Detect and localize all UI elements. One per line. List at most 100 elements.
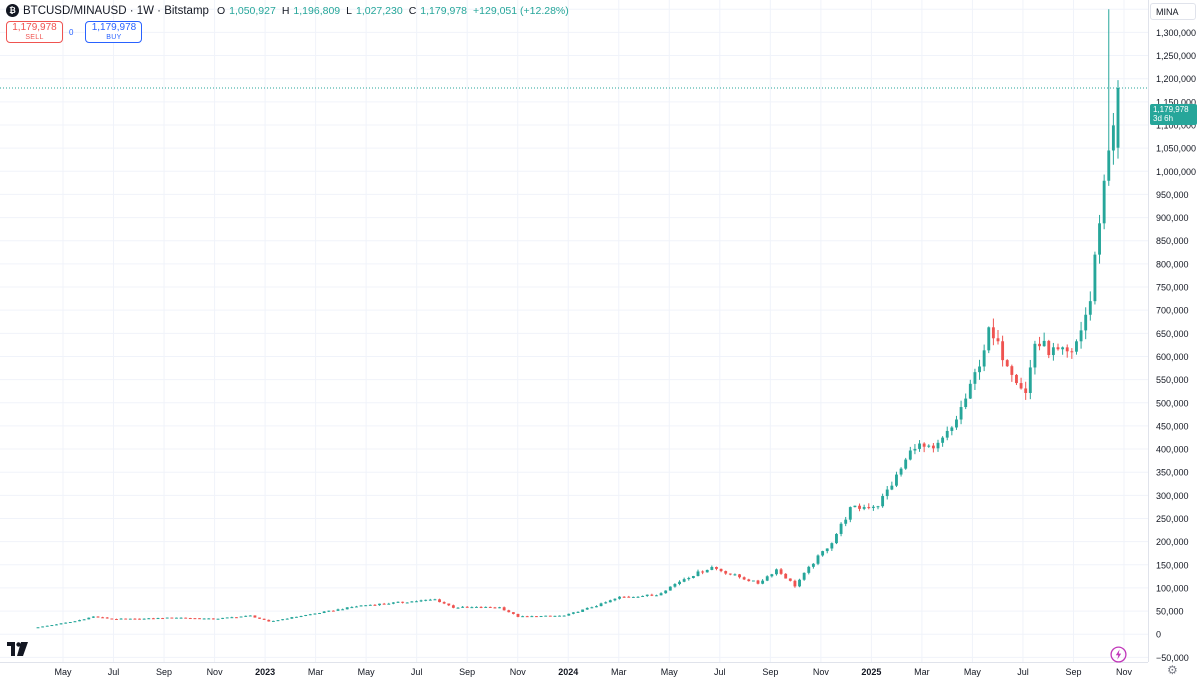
candle-body — [304, 614, 308, 617]
candle-body — [41, 626, 45, 628]
candle-body — [184, 617, 188, 619]
tradingview-logo-icon[interactable] — [7, 642, 29, 661]
time-tick-label: Nov — [813, 667, 830, 677]
candle-series — [36, 9, 1120, 629]
candle-body — [719, 568, 723, 572]
candle-body — [636, 596, 640, 598]
lightning-icon[interactable] — [1110, 646, 1127, 668]
chart-legend: ₿ BTCUSD/MINAUSD · 1W · Bitstamp O 1,050,… — [6, 4, 571, 17]
candle-body — [281, 619, 285, 621]
candle-body — [807, 566, 811, 573]
candle-body — [179, 617, 183, 619]
candle-body — [502, 607, 506, 611]
candle-body — [899, 468, 903, 475]
candle-body — [525, 616, 529, 618]
candle-body — [484, 606, 488, 608]
candle-body — [207, 618, 211, 620]
candle-body — [165, 617, 169, 619]
candle-body — [567, 613, 571, 616]
candle-body — [355, 606, 358, 608]
price-tick-label: 650,000 — [1156, 329, 1189, 339]
price-tick-label: 1,000,000 — [1156, 167, 1196, 177]
candle-body — [382, 603, 386, 605]
last-price-value: 1,179,978 — [1153, 105, 1189, 114]
candle-body — [770, 574, 774, 577]
candle-body — [221, 617, 225, 619]
candle-body — [788, 578, 792, 581]
price-tick-label: 300,000 — [1156, 491, 1189, 501]
sell-price: 1,179,978 — [12, 22, 57, 33]
time-tick-label: Nov — [510, 667, 527, 677]
candle-body — [1098, 223, 1101, 255]
candle-body — [705, 569, 709, 573]
price-tick-label: 0 — [1156, 630, 1161, 640]
candle-body — [1033, 343, 1037, 368]
price-tick-label: 900,000 — [1156, 213, 1189, 223]
candle-body — [230, 617, 234, 619]
candle-body — [124, 618, 128, 620]
candle-body — [544, 615, 548, 617]
price-tick-label: 450,000 — [1156, 421, 1189, 431]
candle-body — [558, 615, 561, 617]
price-tick-label: 850,000 — [1156, 236, 1189, 246]
candle-body — [631, 596, 635, 598]
candle-body — [290, 617, 294, 619]
candle-body — [50, 625, 54, 627]
candle-body — [779, 569, 783, 574]
candle-body — [1061, 347, 1065, 350]
candle-body — [239, 616, 243, 618]
candle-body — [991, 327, 995, 339]
time-axis[interactable]: May Jul Sep Nov 2023 Mar May Jul Sep Nov 2024 Mar Ma… — [0, 662, 1148, 678]
candle-body — [627, 596, 631, 598]
candle-body — [235, 617, 238, 619]
candle-body — [507, 610, 511, 613]
candle-body — [996, 338, 1000, 342]
bar-countdown: 3d 6h — [1153, 114, 1174, 123]
sell-button[interactable]: 1,179,978 SELL — [6, 21, 63, 43]
candle-body — [87, 617, 91, 620]
candle-body — [982, 350, 986, 367]
time-tick-label: Mar — [308, 667, 324, 677]
candle-body — [378, 603, 381, 606]
candle-body — [1051, 347, 1055, 356]
price-tick-label: 750,000 — [1156, 283, 1189, 293]
candle-body — [511, 612, 515, 614]
candle-body — [622, 596, 626, 598]
candle-body — [341, 609, 345, 611]
candle-body — [424, 599, 428, 601]
price-axis[interactable]: −50,000 0 50,000 100,000 150,000 200,000 250,0… — [1148, 0, 1197, 663]
candle-body — [318, 613, 321, 615]
candle-body — [1010, 366, 1014, 375]
buy-button[interactable]: 1,179,978 BUY — [85, 21, 143, 43]
candle-body — [645, 594, 649, 596]
candle-body — [359, 605, 363, 607]
candle-body — [964, 398, 968, 408]
candle-body — [802, 572, 806, 580]
candle-body — [811, 563, 815, 567]
candle-body — [202, 618, 206, 620]
time-tick-label: Mar — [914, 667, 930, 677]
candle-body — [590, 607, 594, 609]
candle-body — [391, 602, 395, 604]
candle-body — [368, 604, 372, 606]
candle-body — [64, 622, 68, 624]
time-tick-label: Sep — [1065, 667, 1081, 677]
candle-body — [419, 600, 423, 602]
candle-body — [198, 618, 201, 620]
price-tick-label: 1,050,000 — [1156, 144, 1196, 154]
open-key: O — [216, 4, 226, 17]
candle-body — [253, 615, 257, 618]
candle-body — [728, 573, 732, 575]
symbol-title[interactable]: BTCUSD/MINAUSD · 1W · Bitstamp — [23, 4, 209, 17]
candle-body — [673, 584, 677, 587]
candle-body — [1001, 341, 1005, 361]
candle-body — [599, 603, 603, 607]
candle-body — [175, 617, 178, 619]
price-tick-label: 500,000 — [1156, 398, 1189, 408]
gear-icon[interactable]: ⚙ — [1167, 663, 1178, 677]
currency-selector[interactable]: MINA — [1150, 3, 1196, 20]
candle-body — [1065, 347, 1069, 352]
price-tick-label: 150,000 — [1156, 560, 1189, 570]
